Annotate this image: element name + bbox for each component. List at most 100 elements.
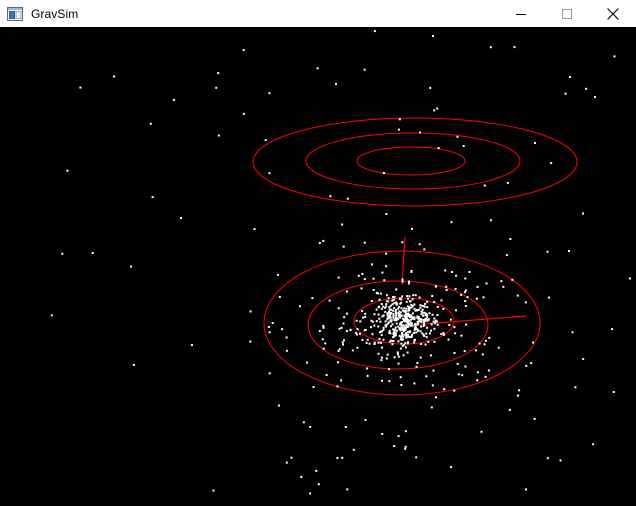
orbit-ring (305, 132, 521, 190)
particle (476, 285, 479, 288)
particle (364, 328, 367, 331)
particle (309, 492, 312, 495)
particle (392, 331, 395, 334)
particle (413, 318, 416, 321)
particle (268, 172, 271, 175)
particle (386, 353, 389, 356)
particle (418, 296, 421, 299)
particle (509, 238, 512, 240)
particle (321, 338, 324, 341)
particle (401, 321, 403, 324)
particle (397, 128, 400, 131)
particle (342, 343, 344, 346)
maximize-button[interactable] (544, 0, 590, 27)
particle (394, 328, 396, 331)
particle (407, 323, 410, 326)
particle (466, 296, 469, 299)
particle (449, 318, 452, 321)
particle (415, 331, 418, 334)
particle (397, 325, 400, 328)
particle (399, 347, 402, 350)
particle (363, 329, 366, 332)
particle (464, 305, 467, 307)
particle (388, 310, 391, 313)
particle (414, 338, 416, 341)
particle (613, 55, 616, 58)
particle (440, 333, 443, 335)
particle (460, 293, 463, 296)
particle (317, 483, 320, 486)
particle (394, 333, 397, 336)
particle (399, 329, 402, 332)
particle (328, 299, 331, 302)
application-icon[interactable] (7, 6, 23, 22)
particle (403, 328, 406, 331)
particle (399, 323, 402, 326)
particle (397, 312, 400, 314)
particle (447, 338, 450, 341)
particle (398, 310, 401, 313)
particle (423, 321, 426, 324)
particle (448, 323, 451, 326)
particle (387, 322, 389, 325)
particle (363, 278, 366, 281)
particle (402, 317, 404, 320)
particle (404, 447, 407, 450)
particle (380, 334, 383, 336)
particle (340, 326, 343, 329)
particle (346, 290, 349, 293)
title-bar[interactable]: GravSim (0, 0, 636, 27)
particle (113, 75, 115, 78)
particle (371, 333, 374, 336)
particle (352, 448, 355, 451)
close-button[interactable] (590, 0, 636, 27)
particle (407, 333, 410, 336)
particle (592, 443, 595, 446)
particle (342, 322, 345, 325)
particle (392, 328, 395, 331)
particle (506, 181, 509, 184)
minimize-button[interactable] (498, 0, 544, 27)
particle (364, 315, 367, 318)
particle (405, 314, 408, 317)
particle (432, 35, 434, 38)
particle (402, 327, 405, 330)
particle (442, 307, 445, 310)
particle (364, 312, 367, 315)
particle (460, 334, 463, 337)
particle (434, 285, 437, 288)
particle (373, 341, 376, 344)
particle (426, 316, 429, 319)
particle (379, 320, 382, 323)
particle (404, 430, 407, 433)
particle (351, 349, 354, 352)
particle (450, 221, 453, 224)
particle (325, 374, 328, 376)
particle (405, 307, 408, 310)
particle (420, 343, 423, 345)
particle (436, 305, 439, 308)
particle (427, 318, 430, 321)
particle (550, 162, 553, 165)
particle (409, 323, 412, 326)
particle (373, 30, 376, 33)
particle (389, 319, 392, 322)
particle (407, 325, 410, 328)
particle (386, 317, 389, 320)
particle (372, 277, 375, 280)
particle (242, 49, 245, 52)
particle (397, 318, 400, 321)
particle (276, 273, 279, 276)
particle (422, 311, 425, 314)
particle (468, 271, 471, 273)
particle (410, 306, 413, 309)
particle (532, 341, 534, 344)
particle (424, 343, 427, 346)
window-controls (498, 0, 636, 27)
simulation-canvas[interactable] (0, 27, 636, 506)
particle (395, 322, 398, 325)
particle (431, 295, 434, 297)
particle (277, 404, 280, 407)
particle (397, 340, 400, 343)
particle (410, 314, 413, 317)
